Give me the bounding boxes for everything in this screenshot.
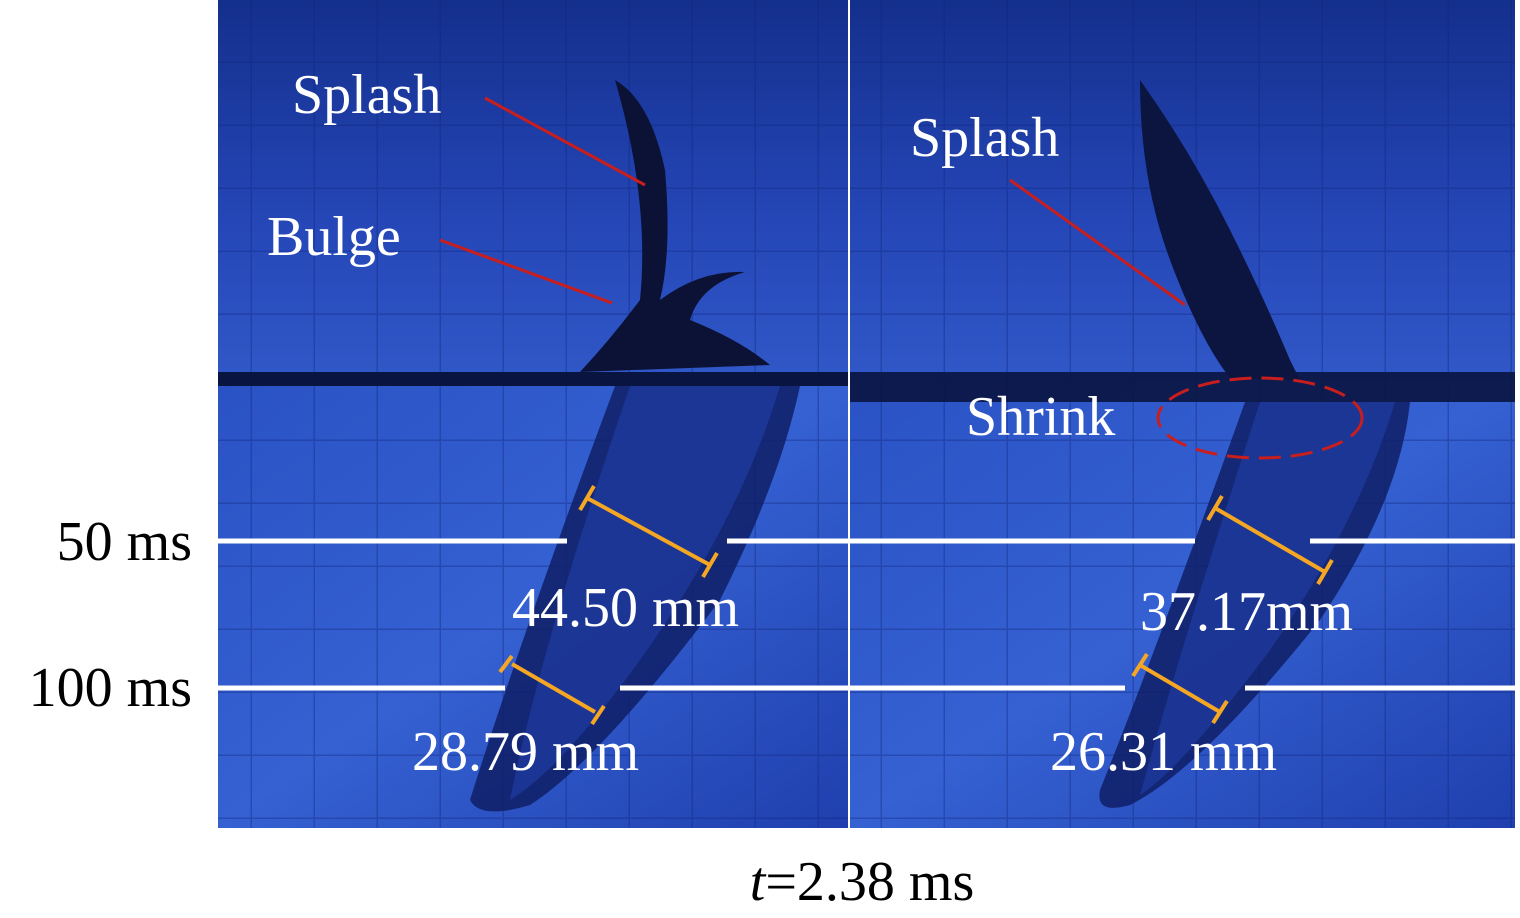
- caption-text: =2.38 ms: [765, 851, 974, 913]
- time-lines: [218, 538, 1515, 691]
- caption-var: t: [750, 851, 767, 913]
- annotation-lines: [439, 96, 1364, 460]
- annotation: Shrink: [966, 386, 1115, 448]
- measurement: 26.31 mm: [1050, 721, 1277, 783]
- measurement: 44.50 mm: [512, 577, 739, 639]
- measurement: 28.79 mm: [412, 721, 639, 783]
- annotation: Splash: [910, 107, 1059, 169]
- caption: t=2.38 ms: [750, 851, 975, 913]
- row-label: 100 ms: [29, 657, 192, 719]
- annotation: Bulge: [267, 206, 401, 268]
- annotation: Splash: [292, 64, 441, 126]
- row-label: 50 ms: [57, 511, 192, 573]
- measurement-markers: [498, 484, 1334, 726]
- measurement: 37.17mm: [1140, 581, 1353, 643]
